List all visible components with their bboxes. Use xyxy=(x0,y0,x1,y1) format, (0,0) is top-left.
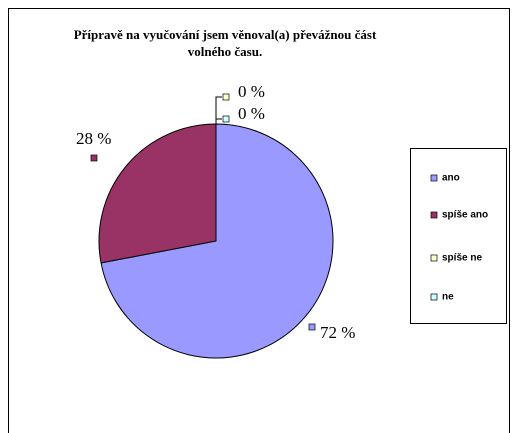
legend-label: ne xyxy=(442,292,454,303)
legend-swatch xyxy=(430,174,438,182)
legend-label: spíše ano xyxy=(442,210,488,221)
legend-label: ano xyxy=(442,173,460,184)
leader-line xyxy=(215,96,222,124)
label-marker xyxy=(308,323,316,331)
pie-slice xyxy=(100,123,334,359)
legend-swatch xyxy=(430,254,438,262)
label-marker xyxy=(222,115,230,123)
label-marker xyxy=(222,93,230,101)
label-marker xyxy=(90,154,98,162)
leader-line xyxy=(215,118,222,124)
legend-label: spíše ne xyxy=(442,253,482,264)
value-label: 28 % xyxy=(76,129,111,148)
chart-title: Přípravě na vyučování jsem věnoval(a) př… xyxy=(73,27,377,59)
legend-box xyxy=(410,148,507,324)
value-label: 72 % xyxy=(320,323,355,342)
legend-swatch xyxy=(430,293,438,301)
pie-slice xyxy=(98,123,217,264)
value-label: 0 % xyxy=(238,104,265,123)
legend-swatch xyxy=(430,211,438,219)
value-label: 0 % xyxy=(238,82,265,101)
